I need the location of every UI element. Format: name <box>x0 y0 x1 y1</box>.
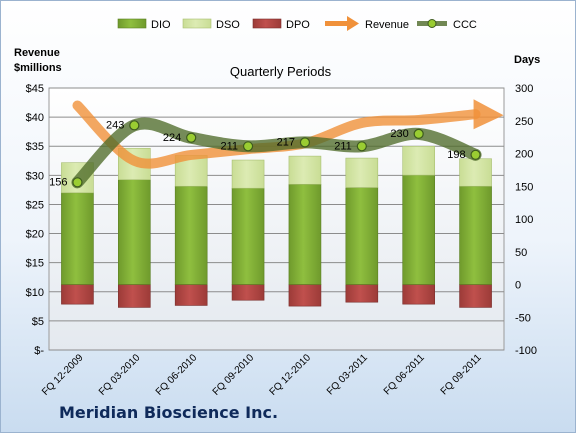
y-right-tick-label: 300 <box>515 83 533 95</box>
dso-bar <box>402 145 435 176</box>
y-right-tick-label: 100 <box>515 214 533 226</box>
x-tick-label: FQ 03-2010 <box>97 352 143 398</box>
dpo-bar <box>118 284 151 308</box>
ccc-marker <box>242 141 254 152</box>
ccc-data-label: 230 <box>390 128 408 140</box>
dso-bar <box>459 158 492 187</box>
y-right-tick-label: 50 <box>515 247 527 259</box>
dpo-bar <box>174 284 208 306</box>
dio-bar <box>459 185 492 285</box>
ccc-marker <box>470 149 481 160</box>
ccc-marker <box>356 141 367 152</box>
legend-label: CCC <box>453 19 477 31</box>
y-left-tick-label: $30 <box>26 170 44 182</box>
legend-swatch <box>347 16 359 31</box>
ccc-data-label: 243 <box>106 119 124 131</box>
ccc-data-label: 211 <box>334 140 352 152</box>
y-left-tick-label: $5 <box>32 316 44 328</box>
ccc-marker <box>72 177 83 188</box>
y-left-tick-label: $20 <box>26 229 44 241</box>
ccc-marker <box>413 128 424 139</box>
x-tick-label: FQ 06-2011 <box>382 352 427 397</box>
dio-bar <box>118 179 151 285</box>
ccc-marker <box>186 132 197 143</box>
x-tick-label: FQ 03-2011 <box>325 352 370 397</box>
y-left-tick-label: $40 <box>26 112 44 124</box>
y-right-axis-label: Days <box>514 54 540 66</box>
legend-label: Revenue <box>365 19 409 31</box>
dio-bar <box>174 185 208 285</box>
x-tick-label: FQ 12-2010 <box>268 352 314 398</box>
y-right-tick-label: 0 <box>515 280 521 292</box>
x-tick-label: FQ 09-2011 <box>439 352 484 397</box>
dpo-bar <box>288 284 322 307</box>
dio-bar <box>345 187 379 285</box>
ccc-data-label: 156 <box>49 176 67 188</box>
ccc-marker <box>129 120 140 131</box>
dpo-bar <box>345 284 379 303</box>
y-left-tick-label: $- <box>34 345 44 357</box>
y-left-tick-label: $25 <box>26 199 44 211</box>
dio-bar <box>61 192 94 285</box>
ccc-marker <box>299 137 311 148</box>
legend-label: DPO <box>286 19 310 31</box>
x-tick-label: FQ 06-2010 <box>154 352 200 398</box>
x-tick-label: FQ 12-2009 <box>40 352 86 398</box>
chart-title: Quarterly Periods <box>230 64 332 79</box>
legend-swatch <box>427 19 437 28</box>
y-left-axis-label: Revenue <box>14 47 60 59</box>
y-left-axis-label: $millions <box>14 62 62 74</box>
dso-bar <box>288 155 322 185</box>
y-right-tick-label: -100 <box>515 345 537 357</box>
y-left-tick-label: $35 <box>26 141 44 153</box>
y-left-tick-label: $45 <box>26 83 44 95</box>
legend-label: DSO <box>216 19 240 31</box>
y-right-tick-label: 150 <box>515 181 533 193</box>
ccc-data-label: 217 <box>277 136 295 148</box>
ccc-data-label: 198 <box>447 149 465 161</box>
legend-swatch <box>182 18 212 29</box>
ccc-data-label: 224 <box>163 132 181 144</box>
revenue-arrowhead <box>473 99 504 130</box>
y-right-tick-label: 200 <box>515 149 533 161</box>
y-left-tick-label: $15 <box>26 258 44 270</box>
ccc-data-label: 211 <box>221 140 239 152</box>
x-tick-label: FQ 09-2010 <box>211 352 257 398</box>
dso-bar <box>231 159 265 189</box>
dpo-bar <box>459 284 492 308</box>
y-left-tick-label: $10 <box>26 287 44 299</box>
y-right-tick-label: 250 <box>515 116 533 128</box>
legend-label: DIO <box>151 19 171 31</box>
dso-bar <box>345 157 379 188</box>
dio-bar <box>288 183 322 285</box>
legend-swatch <box>117 18 147 29</box>
legend-swatch <box>252 18 282 29</box>
dio-bar <box>231 187 265 285</box>
dpo-bar <box>231 284 265 301</box>
dpo-bar <box>61 284 94 305</box>
dio-bar <box>402 174 435 285</box>
company-name: Meridian Bioscience Inc. <box>59 403 279 422</box>
dpo-bar <box>402 284 435 305</box>
y-right-tick-label: -50 <box>515 312 531 324</box>
